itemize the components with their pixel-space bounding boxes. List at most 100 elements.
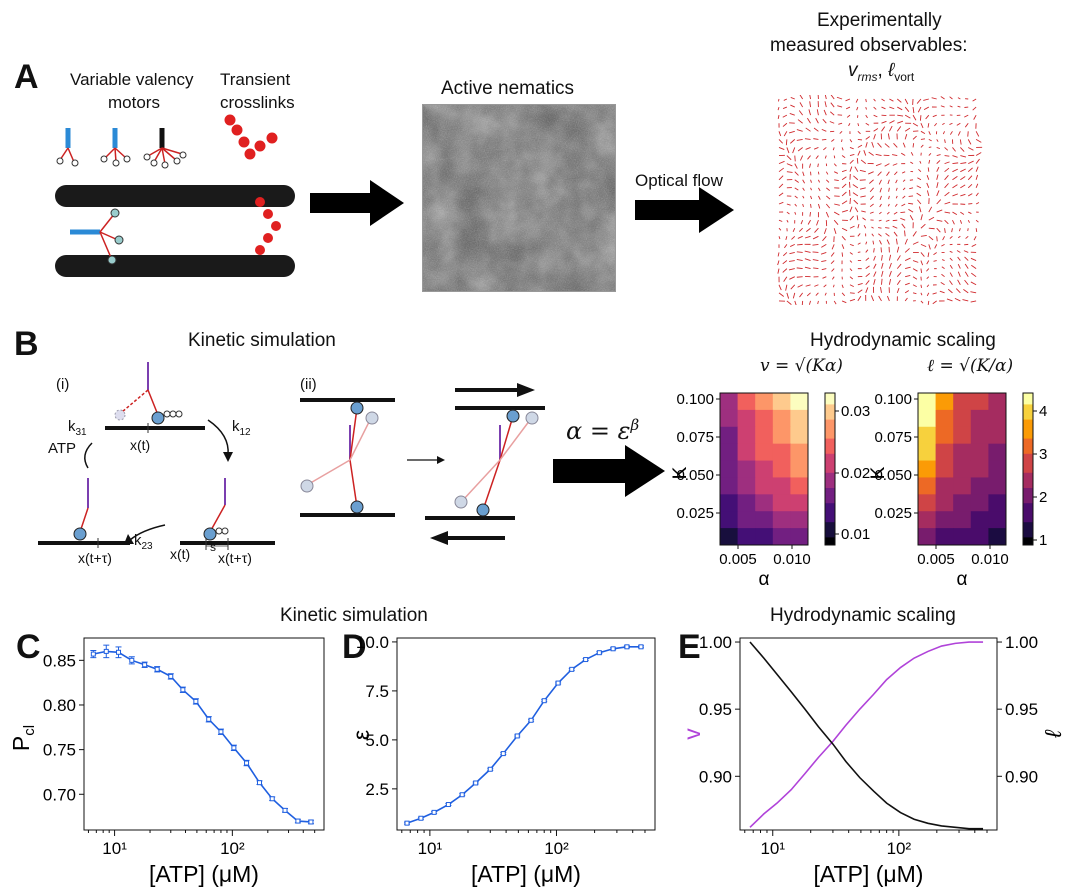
flow-arrow (881, 270, 884, 277)
flow-arrow (881, 98, 885, 102)
flow-arrow (778, 227, 782, 231)
flow-arrow (782, 114, 788, 118)
heatmap-cell (970, 409, 989, 428)
flow-arrow (957, 256, 961, 261)
flow-arrow (778, 160, 785, 165)
flow-arrow (783, 131, 788, 137)
flow-arrow (902, 187, 906, 191)
flow-arrow (967, 219, 970, 223)
heatmap-cell (720, 443, 739, 462)
flow-arrow (901, 152, 906, 156)
flow-arrow (786, 155, 792, 161)
colorbar-segment (1023, 472, 1033, 478)
flow-arrow (830, 260, 835, 265)
colorbar-segment (825, 423, 835, 428)
heatmap-cell (988, 426, 1007, 445)
flow-arrow (910, 152, 914, 156)
flow-arrow (916, 192, 922, 197)
data-point (168, 673, 174, 679)
colorbar-segment (1023, 442, 1033, 447)
flow-arrow (814, 227, 819, 233)
flow-arrow (829, 121, 835, 124)
flow-arrow (825, 203, 831, 209)
flow-arrow (797, 235, 803, 239)
colorbar-segment (1023, 415, 1033, 421)
colorbar-segment (825, 453, 835, 459)
flow-arrow (920, 292, 923, 296)
flow-arrow (965, 235, 969, 239)
flow-arrow (810, 187, 812, 191)
heatmap-cell (755, 477, 774, 495)
flow-arrow (855, 98, 859, 103)
flow-arrow (805, 127, 811, 132)
heatmap-cell (935, 426, 954, 445)
flow-arrow (936, 219, 943, 222)
flow-arrow (881, 278, 883, 285)
flow-arrow (798, 227, 803, 232)
flow-arrow (908, 195, 914, 197)
flow-arrow (790, 97, 795, 100)
flow-arrow (897, 106, 903, 111)
heatmap-cell (790, 494, 809, 512)
flow-arrow (912, 268, 918, 272)
heatmap-ytick-label: 0.100 (676, 391, 714, 408)
flow-arrow (865, 265, 870, 269)
heatmap-cell (755, 426, 774, 445)
flow-arrow (927, 252, 930, 258)
flow-arrow (892, 154, 898, 156)
flow-arrow (786, 211, 790, 215)
flow-arrow (912, 260, 919, 263)
flow-arrow (873, 114, 878, 118)
flow-arrow (918, 168, 922, 173)
data-point (541, 698, 547, 704)
colorbar-segment (825, 457, 835, 462)
heatmap-cell (918, 409, 937, 428)
flow-arrow (873, 255, 876, 261)
colorbar-segment (1023, 450, 1033, 455)
heatmap-cell (790, 460, 809, 478)
heatmap-cell (988, 460, 1007, 478)
flow-arrow (831, 244, 835, 250)
heatmap-cell (988, 443, 1007, 462)
heatmap-ytick-label: 0.050 (676, 467, 714, 484)
colorbar-segment (1023, 396, 1033, 402)
flow-arrow (928, 216, 935, 221)
heatmap-cell (918, 511, 937, 529)
flow-arrow (865, 136, 871, 140)
data-point (473, 780, 479, 786)
flow-arrow (873, 278, 876, 285)
flow-arrow (782, 260, 788, 265)
flow-arrow (888, 187, 890, 192)
flow-arrow (905, 266, 911, 270)
heatmap-ylabel: K (868, 466, 889, 479)
flow-arrow (826, 187, 831, 191)
flow-arrow (789, 260, 795, 262)
colorbar-segment (1023, 480, 1033, 485)
flow-arrow (904, 248, 910, 253)
flow-arrow (857, 223, 860, 229)
flow-arrow (957, 279, 961, 285)
flow-arrow (796, 267, 803, 270)
flow-arrow (920, 223, 926, 229)
heatmap-cell (790, 393, 809, 411)
flow-arrow (862, 217, 867, 221)
flow-arrow (964, 256, 969, 261)
flow-arrow (970, 291, 977, 294)
flow-arrow (934, 244, 938, 249)
colorbar-segment (825, 419, 835, 424)
hydro-scaling-title-b: Hydrodynamic scaling (810, 330, 996, 351)
flow-arrow (904, 230, 906, 237)
flow-arrow (778, 131, 782, 137)
flow-arrow (942, 122, 945, 125)
heatmap-cell (935, 443, 954, 462)
flow-arrow (975, 192, 979, 197)
k23-label: k23 (134, 532, 153, 552)
motor-icon-3 (143, 128, 187, 169)
flow-arrow (936, 139, 939, 142)
flow-arrow (857, 130, 861, 135)
colorbar-segment (825, 431, 835, 436)
flow-arrow (936, 227, 941, 233)
flow-arrow (778, 284, 782, 291)
plot-frame (396, 637, 656, 831)
heatmap-ytick-label: 0.025 (676, 505, 714, 522)
